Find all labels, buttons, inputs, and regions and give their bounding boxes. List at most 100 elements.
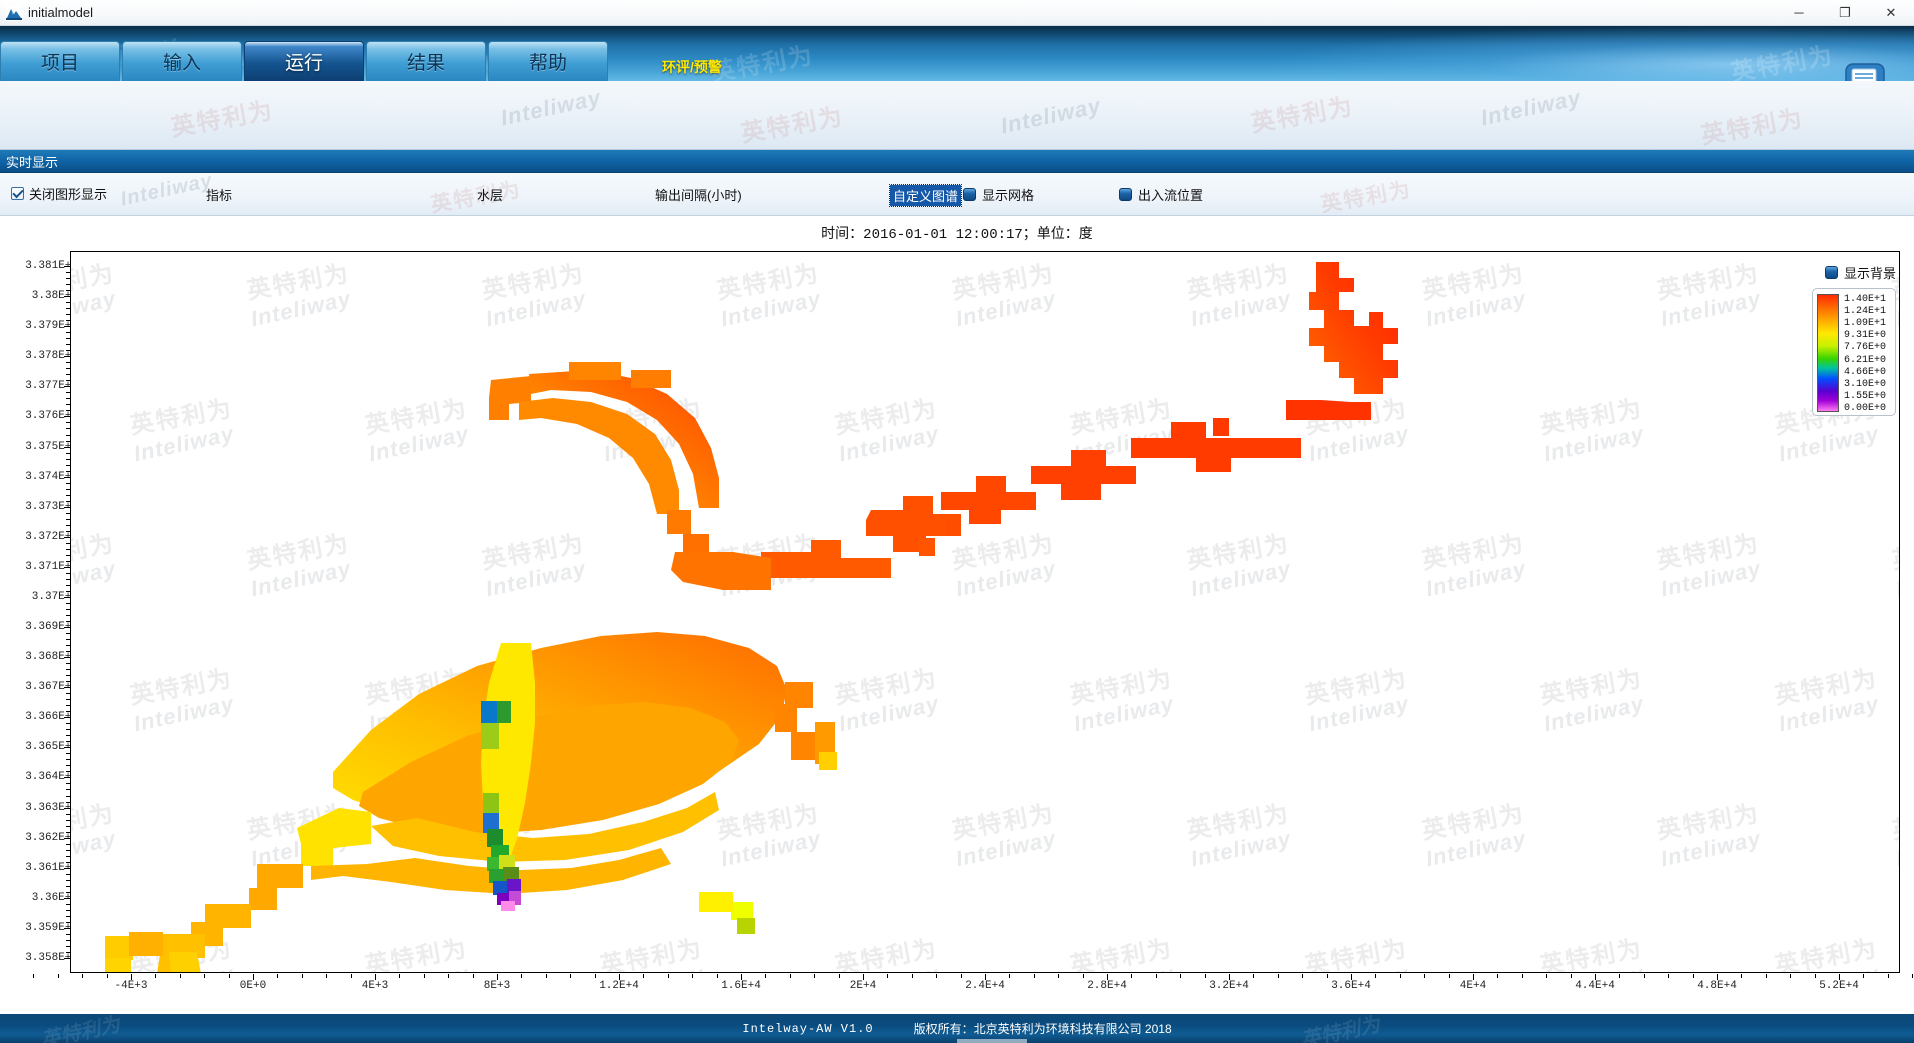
x-axis-tick-mark <box>619 974 620 980</box>
ribbon-tabs: 项目 输入 运行 结果 帮助 <box>0 41 610 81</box>
show-background-checkbox[interactable]: 显示背景 <box>1824 263 1896 282</box>
x-axis-minor-tick <box>1497 974 1499 978</box>
tab-help[interactable]: 帮助 <box>488 41 608 81</box>
colorbar-legend: 1.40E+1 1.24E+1 1.09E+1 9.31E+0 7.76E+0 6.21E… <box>1812 288 1896 416</box>
x-axis-minor-tick <box>887 974 889 978</box>
y-axis-minor-tick <box>66 645 70 647</box>
close-graph-display-checkbox[interactable]: 关闭图形显示 <box>11 184 107 203</box>
y-axis-minor-tick <box>66 633 70 635</box>
watermark: 英特利为 <box>428 178 524 217</box>
y-axis-tick-label: 3.365E+6 <box>25 741 78 754</box>
y-axis-minor-tick <box>66 380 70 382</box>
colorbar-labels: 1.40E+1 1.24E+1 1.09E+1 9.31E+0 7.76E+0 6.21E… <box>1844 294 1886 414</box>
watermark: Inteliway <box>118 169 215 211</box>
y-axis-minor-tick <box>66 482 70 484</box>
watermark: 英特利为 <box>1728 42 1837 81</box>
close-graph-display-label: 关闭图形显示 <box>29 187 108 202</box>
tab-label: 运行 <box>284 53 323 74</box>
y-axis-tick-label: 3.372E+6 <box>25 530 78 543</box>
y-axis-minor-tick <box>66 681 70 683</box>
map-region-central-lake-core <box>359 702 739 834</box>
tab-run[interactable]: 运行 <box>244 41 364 81</box>
y-axis-tick-label: 3.379E+6 <box>25 320 78 333</box>
y-axis-minor-tick <box>66 440 70 442</box>
resize-grip[interactable] <box>957 1039 1027 1043</box>
tab-results[interactable]: 结果 <box>366 41 486 81</box>
map-cell <box>105 958 131 972</box>
y-axis-tick-label: 3.368E+6 <box>25 651 78 664</box>
plot-canvas[interactable]: 英特利为 Inteliway 英特利为 Inteliway 英特利为 Inteliway 英… <box>70 251 1900 973</box>
y-axis-minor-tick <box>66 615 70 616</box>
x-axis-minor-tick <box>1399 974 1401 978</box>
y-axis-tick-mark <box>64 446 70 448</box>
y-axis-minor-tick <box>66 705 70 707</box>
x-axis-minor-tick <box>1765 974 1767 978</box>
y-axis-minor-tick <box>66 639 70 641</box>
cylinder-checkbox-icon[interactable] <box>1119 188 1132 201</box>
map-cell <box>737 918 755 934</box>
maximize-button[interactable]: ❐ <box>1839 4 1851 20</box>
x-axis-minor-tick <box>1253 974 1255 978</box>
y-axis-minor-tick <box>66 693 70 695</box>
cylinder-checkbox-icon[interactable] <box>963 188 976 201</box>
y-axis-minor-tick <box>66 843 70 845</box>
map-cell <box>731 902 753 920</box>
x-axis-minor-tick <box>1277 974 1279 978</box>
map-region-northeast-arm <box>1286 400 1371 420</box>
cylinder-checkbox-icon[interactable] <box>1824 266 1838 279</box>
x-axis-minor-tick <box>204 974 206 978</box>
window-controls: ─ ❐ ✕ <box>1776 0 1914 26</box>
y-axis-minor-tick <box>66 699 70 701</box>
x-axis-minor-tick <box>1546 974 1548 978</box>
y-axis-minor-tick <box>66 861 70 863</box>
inout-flow-position-checkbox[interactable]: 出入流位置 <box>1119 185 1203 204</box>
x-axis-minor-tick <box>1790 974 1792 978</box>
checkbox-icon[interactable] <box>11 187 24 200</box>
x-axis-minor-tick <box>1741 974 1743 978</box>
y-axis-tick-mark <box>64 506 70 508</box>
y-axis-tick-label: 3.359E+6 <box>25 921 78 934</box>
custom-palette-link[interactable]: 自定义图谱 <box>888 184 963 207</box>
y-axis-tick-label: 3.376E+6 <box>25 410 78 423</box>
x-axis-minor-tick <box>765 974 767 978</box>
tab-environment-warning[interactable]: 环评/预警 <box>612 41 772 81</box>
x-axis-minor-tick <box>1424 974 1426 978</box>
colorbar-tick-label: 6.21E+0 <box>1844 354 1887 366</box>
y-axis-minor-tick <box>66 602 70 604</box>
y-axis-tick-label: 3.381E+6 <box>25 260 78 273</box>
map-cell <box>683 534 709 556</box>
y-axis-minor-tick <box>66 669 70 671</box>
document-edit-icon[interactable] <box>1844 63 1886 81</box>
tab-input[interactable]: 输入 <box>122 41 242 81</box>
y-axis-tick-label: 3.362E+6 <box>25 831 78 844</box>
y-axis-minor-tick <box>66 813 70 815</box>
x-axis-minor-tick <box>1009 974 1011 978</box>
y-axis-minor-tick <box>66 741 70 743</box>
y-axis-minor-tick <box>66 398 70 400</box>
map-cell-cool <box>483 793 499 813</box>
x-axis-tick-mark <box>375 974 376 980</box>
y-axis-minor-tick <box>66 452 70 454</box>
y-axis-minor-tick <box>66 434 70 436</box>
plot-area: 3.381E+6 3.38E+6 3.379E+6 3.378E+6 3.377E+6 3… <box>0 248 1914 1014</box>
x-axis-tick-mark <box>131 974 132 980</box>
x-axis-minor-tick <box>1326 974 1328 978</box>
map-region-north-hook-west <box>489 376 531 420</box>
y-axis-tick-label: 3.36E+6 <box>31 891 78 904</box>
show-grid-checkbox[interactable]: 显示网格 <box>963 185 1034 204</box>
temperature-field-map <box>105 262 1398 972</box>
y-axis-minor-tick <box>66 951 70 953</box>
tab-project[interactable]: 项目 <box>0 41 120 81</box>
map-region-northeast-arm <box>1131 422 1301 472</box>
map-region-mid-channel <box>761 540 891 578</box>
x-axis-tick-mark <box>1717 974 1718 980</box>
minimize-button[interactable]: ─ <box>1794 5 1804 20</box>
y-axis-minor-tick <box>66 765 70 767</box>
y-axis-tick-label: 3.367E+6 <box>25 681 78 694</box>
map-cell <box>819 752 837 770</box>
x-axis-minor-tick <box>106 974 108 978</box>
y-axis-minor-tick <box>66 578 70 580</box>
x-axis-minor-tick <box>301 974 303 978</box>
close-button[interactable]: ✕ <box>1885 4 1897 20</box>
show-background-label: 显示背景 <box>1843 266 1896 281</box>
